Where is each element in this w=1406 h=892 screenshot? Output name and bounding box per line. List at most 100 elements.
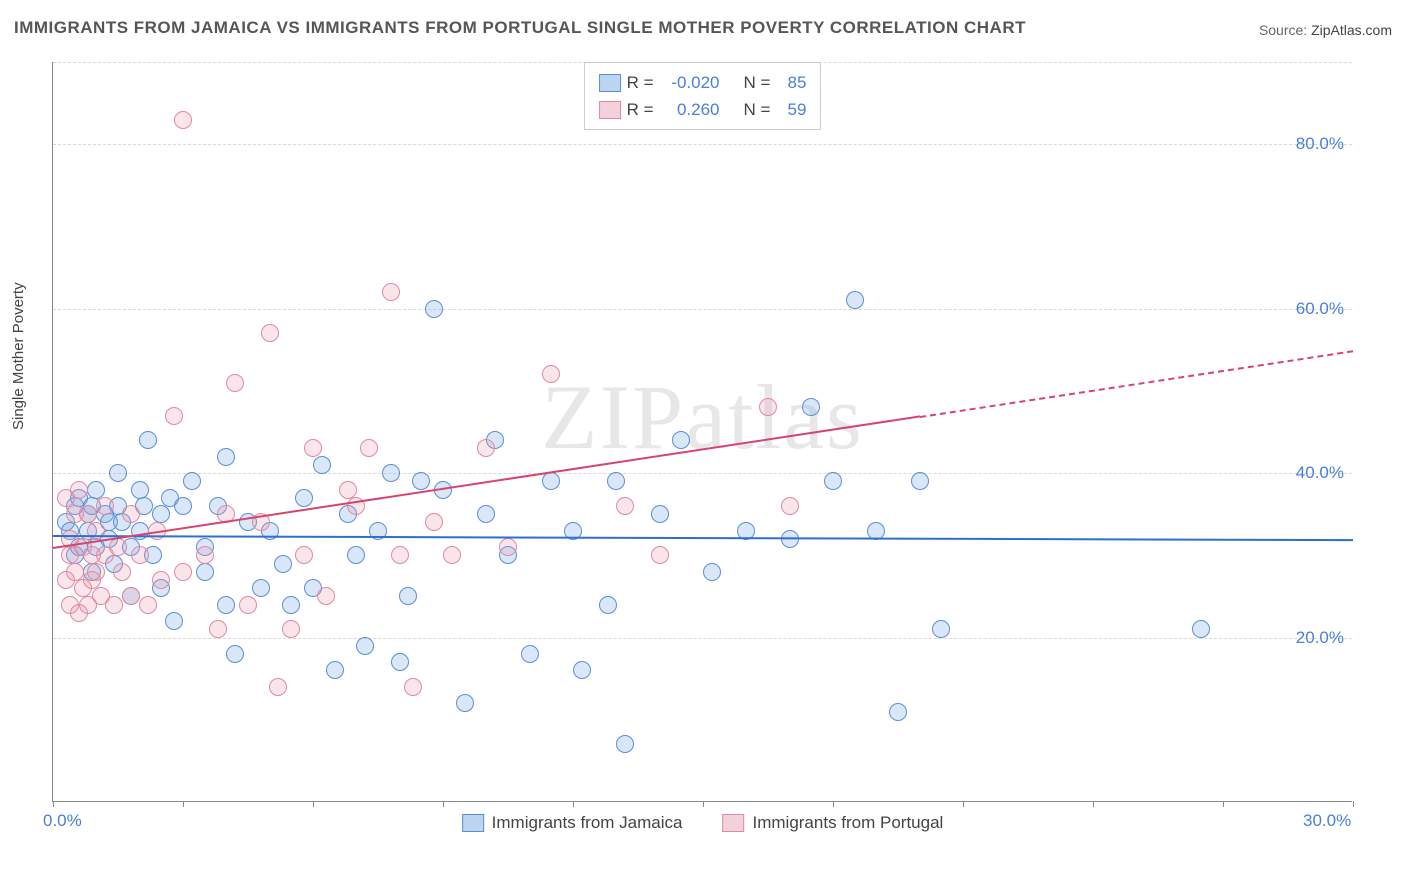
data-point <box>109 538 127 556</box>
data-point <box>889 703 907 721</box>
data-point <box>382 464 400 482</box>
data-point <box>412 472 430 490</box>
y-tick-label: 20.0% <box>1296 628 1344 648</box>
data-point <box>846 291 864 309</box>
x-tick <box>703 801 704 807</box>
data-point <box>599 596 617 614</box>
data-point <box>824 472 842 490</box>
legend-swatch <box>599 74 621 92</box>
data-point <box>356 637 374 655</box>
source-label: Source: <box>1259 22 1311 38</box>
n-label: N = <box>744 96 771 123</box>
data-point <box>87 481 105 499</box>
data-point <box>499 538 517 556</box>
data-point <box>295 546 313 564</box>
x-tick <box>313 801 314 807</box>
data-point <box>183 472 201 490</box>
data-point <box>217 448 235 466</box>
data-point <box>477 439 495 457</box>
data-point <box>399 587 417 605</box>
data-point <box>252 579 270 597</box>
x-tick <box>573 801 574 807</box>
data-point <box>391 546 409 564</box>
data-point <box>911 472 929 490</box>
data-point <box>152 505 170 523</box>
data-point <box>456 694 474 712</box>
data-point <box>391 653 409 671</box>
legend-swatch <box>462 814 484 832</box>
x-tick <box>183 801 184 807</box>
r-label: R = <box>627 69 654 96</box>
data-point <box>295 489 313 507</box>
data-point <box>122 505 140 523</box>
data-point <box>269 678 287 696</box>
r-label: R = <box>627 96 654 123</box>
data-point <box>616 735 634 753</box>
data-point <box>96 497 114 515</box>
data-point <box>360 439 378 457</box>
n-label: N = <box>744 69 771 96</box>
data-point <box>174 497 192 515</box>
scatter-plot-area: ZIPatlas R =-0.020N =85R =0.260N =59 Imm… <box>52 62 1352 802</box>
data-point <box>347 546 365 564</box>
x-tick <box>963 801 964 807</box>
data-point <box>282 620 300 638</box>
data-point <box>87 563 105 581</box>
y-tick-label: 80.0% <box>1296 134 1344 154</box>
data-point <box>404 678 422 696</box>
gridline <box>53 309 1352 310</box>
data-point <box>226 374 244 392</box>
n-value: 85 <box>776 69 806 96</box>
x-tick <box>53 801 54 807</box>
data-point <box>703 563 721 581</box>
data-point <box>174 563 192 581</box>
data-point <box>326 661 344 679</box>
data-point <box>274 555 292 573</box>
data-point <box>282 596 300 614</box>
x-tick <box>1353 801 1354 807</box>
legend-item: Immigrants from Jamaica <box>462 813 683 833</box>
x-tick <box>443 801 444 807</box>
data-point <box>339 481 357 499</box>
data-point <box>317 587 335 605</box>
legend-item: Immigrants from Portugal <box>722 813 943 833</box>
data-point <box>313 456 331 474</box>
legend-row: R =-0.020 N =85 <box>599 69 807 96</box>
data-point <box>226 645 244 663</box>
data-point <box>131 546 149 564</box>
data-point <box>651 505 669 523</box>
data-point <box>573 661 591 679</box>
trend-line <box>920 350 1354 418</box>
data-point <box>542 472 560 490</box>
legend-swatch <box>722 814 744 832</box>
data-point <box>443 546 461 564</box>
data-point <box>109 464 127 482</box>
source-value: ZipAtlas.com <box>1311 22 1392 38</box>
data-point <box>139 431 157 449</box>
data-point <box>165 407 183 425</box>
data-point <box>174 111 192 129</box>
gridline <box>53 638 1352 639</box>
y-axis-label: Single Mother Poverty <box>10 282 27 430</box>
gridline <box>53 473 1352 474</box>
data-point <box>477 505 495 523</box>
legend-swatch <box>599 101 621 119</box>
data-point <box>781 497 799 515</box>
data-point <box>165 612 183 630</box>
y-tick-label: 60.0% <box>1296 299 1344 319</box>
data-point <box>425 513 443 531</box>
r-value: 0.260 <box>660 96 720 123</box>
data-point <box>239 596 257 614</box>
series-legend: Immigrants from Jamaica Immigrants from P… <box>462 813 944 833</box>
data-point <box>607 472 625 490</box>
data-point <box>79 505 97 523</box>
data-point <box>261 324 279 342</box>
data-point <box>196 546 214 564</box>
data-point <box>759 398 777 416</box>
gridline <box>53 144 1352 145</box>
x-tick <box>833 801 834 807</box>
trend-line <box>53 535 1353 541</box>
r-value: -0.020 <box>660 69 720 96</box>
data-point <box>66 563 84 581</box>
data-point <box>105 596 123 614</box>
